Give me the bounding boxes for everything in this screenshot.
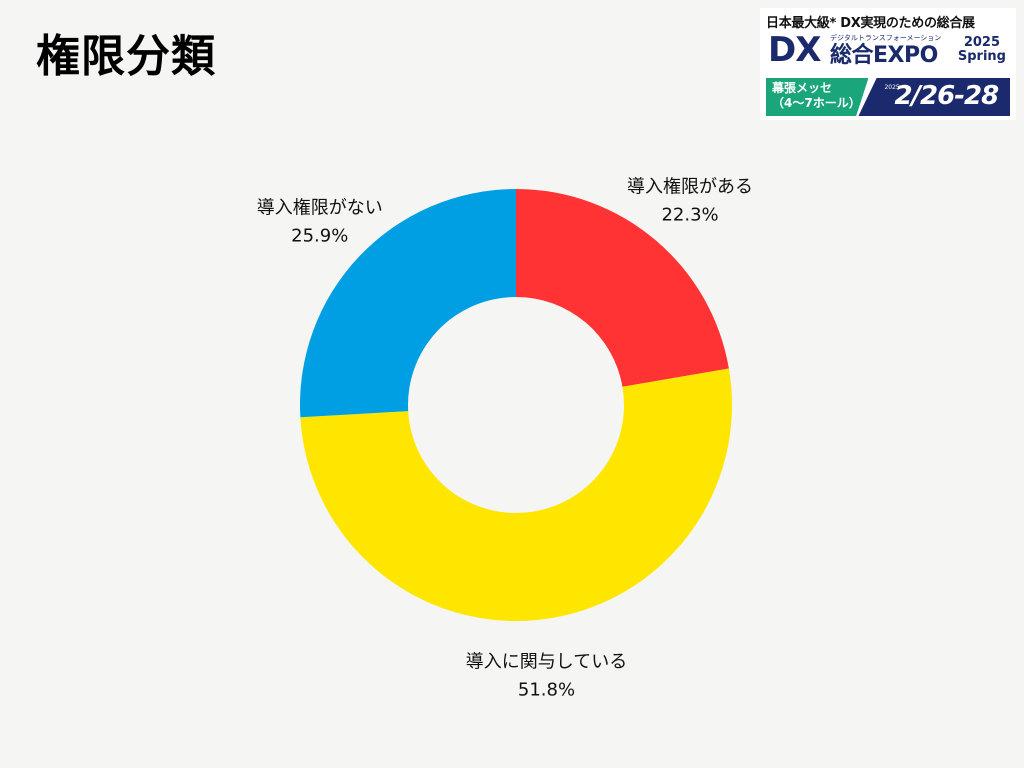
page-title: 権限分類 — [36, 31, 216, 82]
badge-season: Spring — [957, 49, 1006, 64]
slice-value-3: 25.9% — [291, 226, 348, 247]
badge-info-bar: 幕張メッセ（4〜7ホール） 2025 2/26-28 — [766, 78, 1010, 116]
donut-slice-1 — [516, 189, 729, 387]
badge-headline: 日本最大級* DX実現のための総合展 — [766, 16, 975, 31]
slice-label-2: 導入に関与している — [466, 651, 627, 672]
slice-value-2: 51.8% — [518, 679, 575, 700]
badge-year-number: 2025 — [963, 35, 1001, 50]
slice-value-1: 22.3% — [661, 205, 718, 226]
badge-dates: 2/26-28 — [894, 81, 999, 111]
badge-subtitle: デジタルトランスフォーメーション — [830, 34, 942, 42]
slice-label-3: 導入権限がない — [257, 198, 383, 219]
badge-year: 2025 Spring — [958, 36, 1006, 64]
badge-dx-logo: DX — [768, 30, 821, 70]
badge-venue: 幕張メッセ（4〜7ホール） — [766, 78, 869, 116]
badge-logo-row: DX デジタルトランスフォーメーション 総合EXPO 2025 Spring — [766, 32, 1010, 72]
badge-date-block: 2025 2/26-28 — [858, 78, 1010, 116]
badge-expo-name: 総合EXPO — [830, 43, 938, 68]
badge-date-year: 2025 — [884, 84, 900, 91]
donut-slice-3 — [300, 189, 516, 418]
event-badge: 日本最大級* DX実現のための総合展 DX デジタルトランスフォーメーション 総… — [760, 8, 1016, 120]
slice-label-1: 導入権限がある — [627, 177, 753, 198]
donut-slice-2 — [300, 368, 733, 622]
